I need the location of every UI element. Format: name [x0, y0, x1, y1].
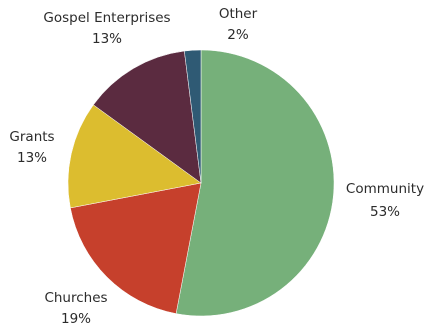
slice-percent-community: 53%	[370, 204, 400, 220]
pie-slices	[67, 49, 335, 317]
pie-slice-gospel-enterprises	[93, 50, 202, 184]
slice-label-churches: Churches	[44, 290, 107, 306]
slice-percent-grants: 13%	[17, 150, 47, 166]
pie-slice-other	[184, 49, 202, 184]
slice-label-other: Other	[219, 6, 258, 22]
pie-slice-grants	[67, 104, 202, 209]
slice-label-gospel-enterprises: Gospel Enterprises	[43, 10, 170, 26]
slice-percent-gospel-enterprises: 13%	[92, 31, 122, 47]
pie-slice-community	[175, 49, 335, 317]
slice-label-community: Community	[346, 181, 424, 197]
slice-percent-other: 2%	[227, 27, 249, 43]
slice-label-grants: Grants	[9, 129, 54, 145]
pie-slice-churches	[70, 182, 202, 314]
slice-percent-churches: 19%	[61, 311, 91, 327]
pie-labels: Community 53% Churches 19% Grants 13% Gospel E…	[9, 6, 424, 327]
